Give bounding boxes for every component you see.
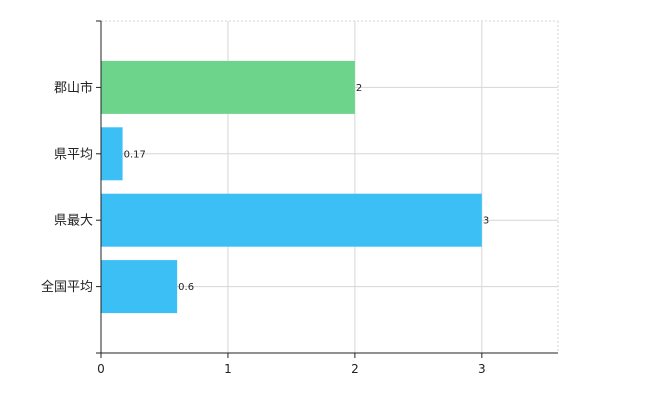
x-tick-label: 1 [224,362,232,376]
x-tick-label: 0 [97,362,105,376]
category-label: 県最大 [54,214,93,229]
data-label: 3 [483,216,489,227]
category-label: 全国平均 [41,279,93,295]
data-label: 0.17 [124,149,146,160]
bar [101,193,482,247]
axes [96,20,558,358]
data-label: 0.6 [178,282,194,293]
category-label: 郡山市 [54,80,93,96]
x-tick-label: 2 [351,362,359,376]
data-label: 2 [356,83,362,94]
labels: 郡山市 2 県平均 0.17 県最大 3 全国平均 0.6 0 1 2 3 [41,80,489,376]
bar [101,127,123,181]
bars [101,60,482,314]
x-tick-label: 3 [478,362,486,376]
bar [101,60,355,114]
category-label: 県平均 [54,147,93,162]
bar [101,260,178,314]
